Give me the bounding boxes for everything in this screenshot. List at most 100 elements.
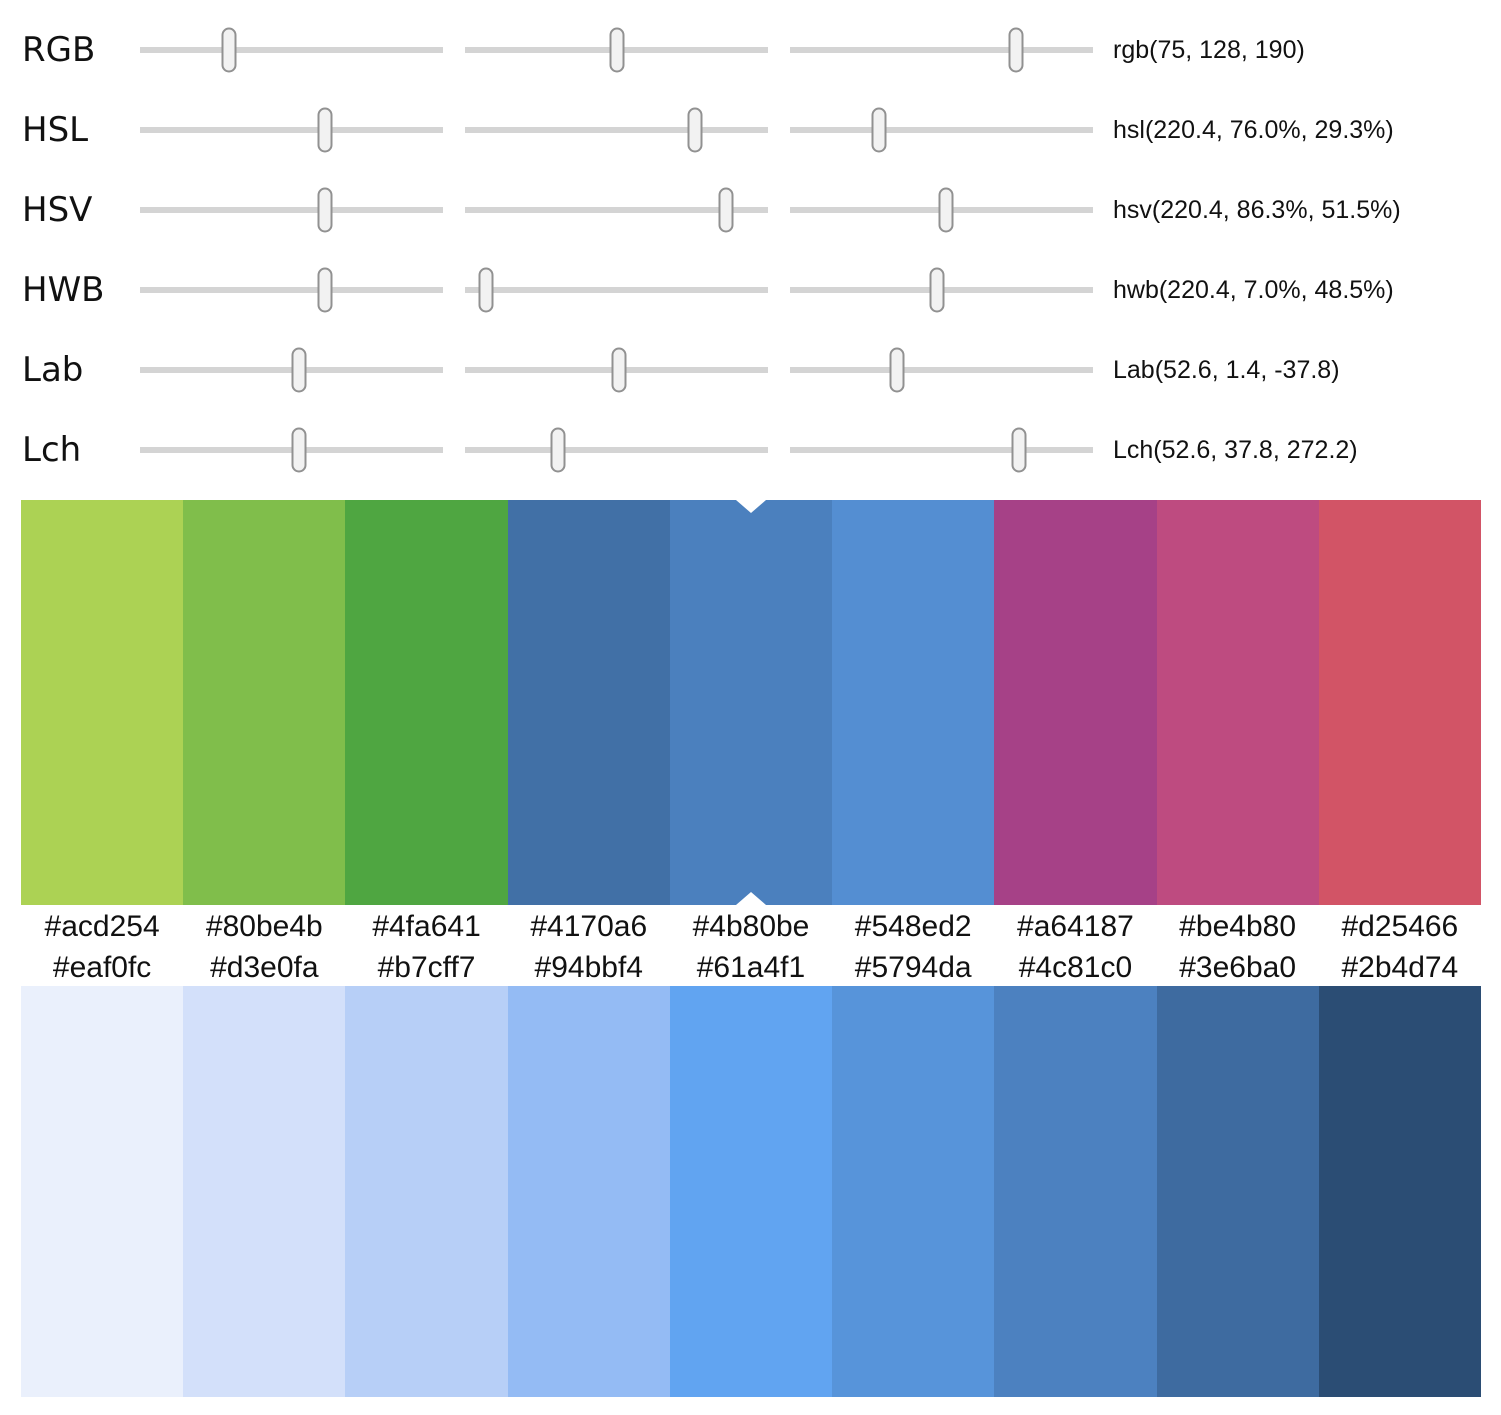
rgb-slider-thumb-2[interactable] (609, 27, 625, 73)
lch-slider-thumb-1[interactable] (291, 427, 307, 473)
hue-hex-label-7: #a64187 (1017, 910, 1134, 943)
slider-row: HSL hsl(220.4, 76.0%, 29.3%) (0, 90, 1501, 170)
slider-group-label: Lab (22, 350, 84, 390)
slider-group-label: HSV (22, 190, 93, 230)
shade-swatch-9[interactable] (1318, 986, 1481, 1397)
hsl-slider-track-3[interactable] (790, 107, 1093, 153)
slider-panel: RGB rgb(75, 128, 190) HSL hsl(220.4, 76.… (0, 0, 1501, 490)
hue-hex-label-3: #4fa641 (372, 910, 481, 943)
hue-hex-label-5: #4b80be (692, 910, 810, 943)
rgb-slider-track-2[interactable] (465, 27, 768, 73)
slider-tracks (140, 27, 1093, 73)
hue-swatch-1[interactable] (21, 500, 184, 905)
shade-swatch-4[interactable] (507, 986, 670, 1397)
slider-group-label: Lch (22, 430, 82, 470)
hwb-slider-thumb-2[interactable] (478, 267, 494, 313)
hsv-slider-track-3[interactable] (790, 187, 1093, 233)
hsl-slider-thumb-2[interactable] (687, 107, 703, 153)
slider-tracks (140, 107, 1093, 153)
shade-hex-label-7: #4c81c0 (1018, 950, 1133, 984)
lch-slider-track-1[interactable] (140, 427, 443, 473)
selection-notch-bottom (735, 892, 766, 905)
hsl-slider-thumb-3[interactable] (871, 107, 887, 153)
shade-hex-label-4: #94bbf4 (534, 950, 643, 984)
hsv-slider-track-2[interactable] (465, 187, 768, 233)
slider-value: rgb(75, 128, 190) (1113, 35, 1305, 64)
hue-swatch-2[interactable] (183, 500, 346, 905)
lch-slider-thumb-2[interactable] (550, 427, 566, 473)
lab-slider-thumb-1[interactable] (291, 347, 307, 393)
lab-slider-track-2[interactable] (465, 347, 768, 393)
shade-swatch-8[interactable] (1156, 986, 1319, 1397)
lab-slider-thumb-3[interactable] (889, 347, 905, 393)
hue-palette (21, 500, 1481, 905)
hue-hex-label-2: #80be4b (205, 910, 323, 943)
shade-hex-label-3: #b7cff7 (377, 950, 476, 984)
hwb-slider-thumb-1[interactable] (317, 267, 333, 313)
slider-value: Lch(52.6, 37.8, 272.2) (1113, 435, 1358, 464)
slider-group-label: HWB (22, 270, 105, 310)
hwb-slider-track-1[interactable] (140, 267, 443, 313)
lch-slider-track-3[interactable] (790, 427, 1093, 473)
shade-hex-label-9: #2b4d74 (1341, 950, 1459, 984)
hsv-slider-thumb-3[interactable] (938, 187, 954, 233)
shade-swatch-5[interactable] (669, 986, 833, 1397)
slider-row: Lch Lch(52.6, 37.8, 272.2) (0, 410, 1501, 490)
hwb-slider-track-3[interactable] (790, 267, 1093, 313)
lch-slider-thumb-3[interactable] (1011, 427, 1027, 473)
shade-hex-label-5: #61a4f1 (696, 950, 806, 984)
hue-swatch-7[interactable] (994, 500, 1157, 905)
hue-hex-label-8: #be4b80 (1179, 910, 1297, 943)
slider-row: HWB hwb(220.4, 7.0%, 48.5%) (0, 250, 1501, 330)
shade-hex-labels: #eaf0fc #d3e0fa #b7cff7 #94bbf4 #61a4f1 #5794… (21, 949, 1481, 986)
hsv-slider-track-1[interactable] (140, 187, 443, 233)
shade-swatch-2[interactable] (183, 986, 346, 1397)
hue-swatch-5[interactable] (669, 500, 833, 905)
lab-slider-track-3[interactable] (790, 347, 1093, 393)
lch-slider-track-2[interactable] (465, 427, 768, 473)
slider-value: hsl(220.4, 76.0%, 29.3%) (1113, 115, 1394, 144)
shade-palette (21, 986, 1481, 1397)
rgb-slider-track-3[interactable] (790, 27, 1093, 73)
hue-swatch-6[interactable] (832, 500, 995, 905)
hue-swatch-3[interactable] (345, 500, 508, 905)
slider-value: hsv(220.4, 86.3%, 51.5%) (1113, 195, 1401, 224)
hsl-slider-thumb-1[interactable] (317, 107, 333, 153)
lab-slider-track-1[interactable] (140, 347, 443, 393)
hue-swatch-8[interactable] (1156, 500, 1319, 905)
slider-group-label: HSL (22, 110, 89, 150)
rgb-slider-thumb-1[interactable] (221, 27, 237, 73)
slider-value: Lab(52.6, 1.4, -37.8) (1113, 355, 1340, 384)
hsv-slider-thumb-1[interactable] (317, 187, 333, 233)
hue-hex-label-9: #d25466 (1341, 910, 1459, 943)
rgb-slider-thumb-3[interactable] (1008, 27, 1024, 73)
shade-hex-label-2: #d3e0fa (210, 950, 319, 984)
lab-slider-thumb-2[interactable] (611, 347, 627, 393)
hue-hex-label-1: #acd254 (44, 910, 160, 943)
hsl-slider-track-2[interactable] (465, 107, 768, 153)
shade-swatch-3[interactable] (345, 986, 508, 1397)
shade-hex-label-1: #eaf0fc (52, 950, 152, 984)
hwb-slider-track-2[interactable] (465, 267, 768, 313)
hsv-slider-thumb-2[interactable] (718, 187, 734, 233)
hue-hex-labels: #acd254 #80be4b #4fa641 #4170a6 #4b80be #548e… (21, 905, 1481, 949)
shade-swatch-1[interactable] (21, 986, 184, 1397)
slider-row: Lab Lab(52.6, 1.4, -37.8) (0, 330, 1501, 410)
shade-swatch-6[interactable] (832, 986, 995, 1397)
slider-row: HSV hsv(220.4, 86.3%, 51.5%) (0, 170, 1501, 250)
hwb-slider-thumb-3[interactable] (929, 267, 945, 313)
shade-hex-label-6: #5794da (854, 950, 972, 984)
slider-row: RGB rgb(75, 128, 190) (0, 10, 1501, 90)
hue-swatch-4[interactable] (507, 500, 670, 905)
slider-value: hwb(220.4, 7.0%, 48.5%) (1113, 275, 1394, 304)
rgb-slider-track-1[interactable] (140, 27, 443, 73)
slider-tracks (140, 187, 1093, 233)
hue-swatch-9[interactable] (1318, 500, 1481, 905)
hue-hex-label-6: #548ed2 (854, 910, 972, 943)
shade-hex-label-8: #3e6ba0 (1179, 950, 1297, 984)
hsl-slider-track-1[interactable] (140, 107, 443, 153)
hue-hex-label-4: #4170a6 (530, 910, 648, 943)
shade-swatch-7[interactable] (994, 986, 1157, 1397)
slider-tracks (140, 427, 1093, 473)
